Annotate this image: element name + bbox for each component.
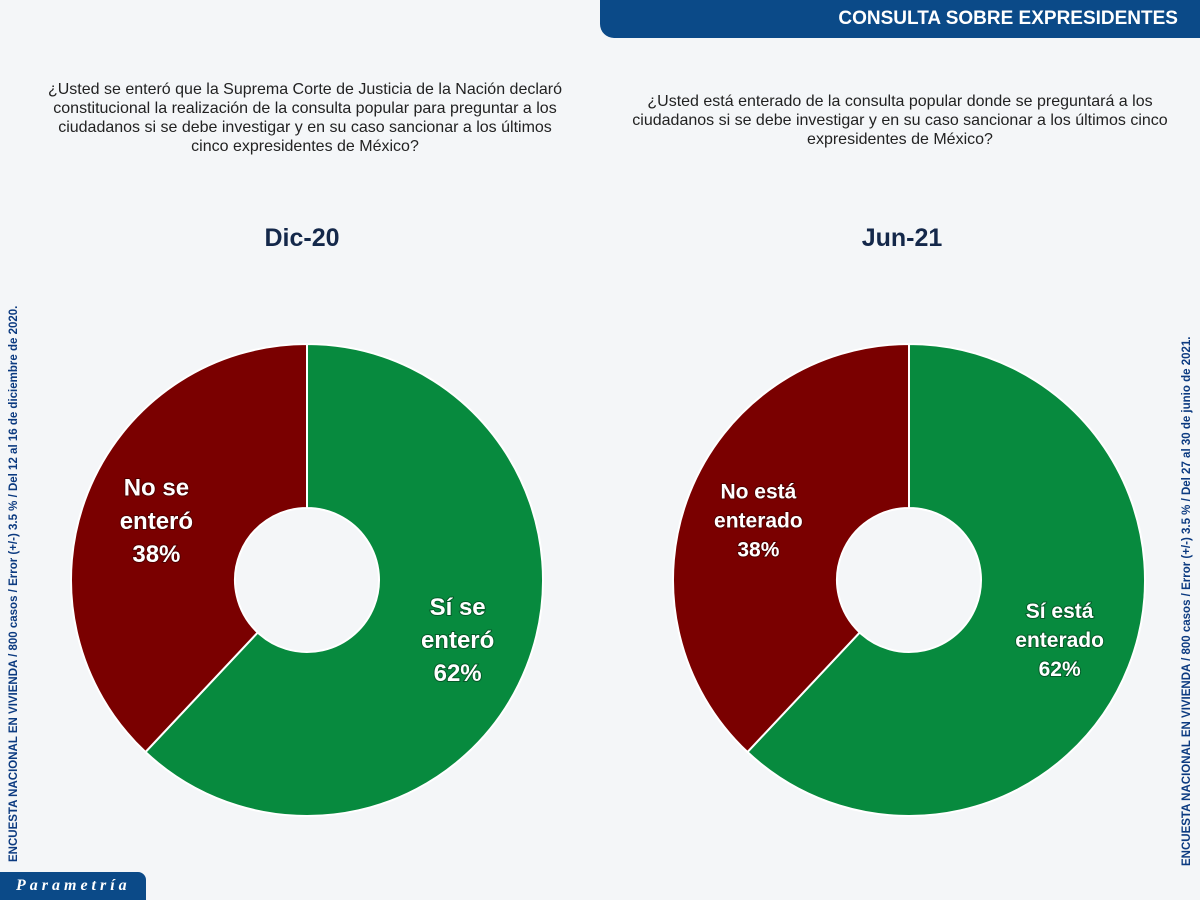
data-label-category: Sí está <box>1026 600 1094 623</box>
slice-yes <box>746 342 1146 817</box>
data-label-value: 62% <box>1039 658 1081 681</box>
data-label-category: No se <box>124 475 189 502</box>
data-label-category: enteró <box>120 508 193 535</box>
data-label-category: enterado <box>1015 629 1104 652</box>
data-label-category: enterado <box>714 510 803 533</box>
slice-yes <box>144 342 544 817</box>
chart-title-right: Jun-21 <box>861 224 943 252</box>
data-label-category: enteró <box>421 627 494 654</box>
parametria-logo: Parametría <box>0 872 146 900</box>
data-label-category: No está <box>720 481 796 504</box>
chart-title-left: Dic-20 <box>264 224 340 252</box>
slice-no <box>70 342 308 754</box>
logo-text: Parametría <box>16 877 131 894</box>
data-label-category: Sí se <box>430 594 486 621</box>
slice-no <box>672 342 910 754</box>
header-bar: CONSULTA SOBRE EXPRESIDENTES <box>600 0 1200 38</box>
data-label-value: 38% <box>132 541 180 568</box>
header-title: CONSULTA SOBRE EXPRESIDENTES <box>838 8 1178 29</box>
data-label-value: 38% <box>737 539 779 562</box>
data-label-value: 62% <box>434 660 482 687</box>
question-right: ¿Usted está enterado de la consulta popu… <box>632 93 1168 148</box>
question-left: ¿Usted se enteró que la Suprema Corte de… <box>47 81 563 155</box>
